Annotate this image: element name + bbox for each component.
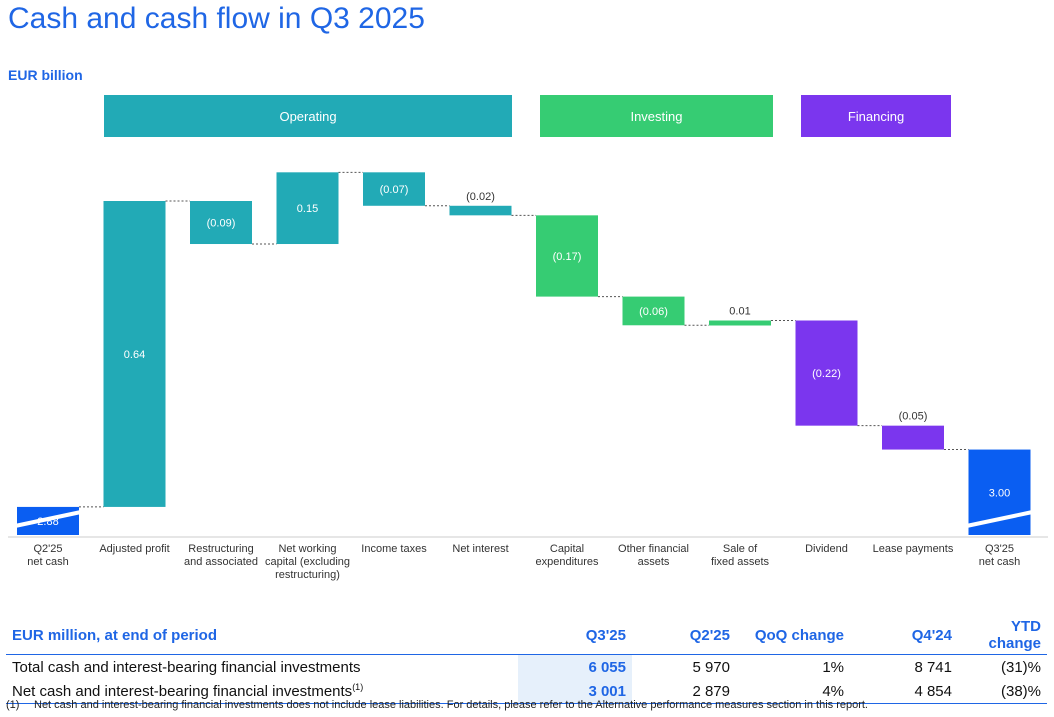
footnote-number: (1) [6,699,20,711]
table-cell: 2 879 [632,679,736,704]
table-cell: 5 970 [692,658,730,676]
table-header-row: EUR million, at end of period Q3'25 Q2'2… [6,616,1047,655]
footnote-text: Net cash and interest-bearing financial … [34,699,868,711]
table-cell: 6 055 [518,654,632,679]
data-label-1: 0.64 [124,349,145,361]
data-label-2: (0.09) [207,218,236,230]
bar-5 [449,205,512,216]
x-tick-label: Net interest [452,543,509,555]
x-tick-label: Restructuring and associated [184,543,258,568]
x-tick-label: Adjusted profit [99,543,170,555]
x-tick-label: Other financial assets [618,543,689,568]
table-cell: (31)% [1000,658,1041,676]
table-cell: (38)% [958,679,1047,704]
bar-2 [190,201,252,245]
data-label-10: (0.05) [899,411,928,423]
bar-8 [709,320,771,326]
page-title: Cash and cash flow in Q3 2025 [8,2,425,35]
footnote-marker: (1) [352,682,364,692]
bar-3 [276,172,339,245]
data-label-5: (0.02) [466,191,495,203]
data-label-3: 0.15 [297,203,318,215]
x-tick-label: Capital expenditures [535,543,599,568]
row-label: Net cash and interest-bearing financial … [6,679,518,704]
table-header: Q4'24 [850,616,958,655]
table-cell: 1% [822,658,844,676]
footnote: (1) Net cash and interest-bearing financi… [6,699,868,711]
segment-operating: Operating [104,95,512,137]
table-row: Net cash and interest-bearing financial … [6,679,1047,704]
bar-10 [882,425,944,450]
bar-6 [536,215,598,297]
x-tick-label: Net working capital (excluding restructuri… [265,543,350,581]
x-tick-label: Q2'25 net cash [27,543,69,568]
axis-break-11 [966,510,1033,528]
data-label-8: 0.01 [729,306,750,318]
table-header: YTD change [958,616,1047,655]
x-tick-label: Q3'25 net cash [978,543,1021,568]
x-tick-label: Lease payments [872,543,954,555]
cash-table: EUR million, at end of period Q3'25 Q2'2… [6,616,1047,704]
segment-financing: Financing [801,95,951,137]
bar-7 [622,296,685,326]
axis-break-0 [14,510,82,528]
data-label-6: (0.17) [553,251,582,263]
table-header: Q2'25 [632,616,736,655]
x-tick-label: Sale of fixed assets [710,543,770,568]
table-header: Q3'25 [518,616,632,655]
table-cell: 4 854 [850,679,958,704]
waterfall-chart: 2.88 0.64 (0.09) 0.15 (0.07) (0.02) (0.17) (0.0… [8,171,1048,538]
data-label-7: (0.06) [639,306,668,318]
bar-4 [363,172,425,206]
table-header: QoQ change [736,616,850,655]
unit-label: EUR billion [8,67,83,83]
data-label-0: 2.88 [37,516,58,528]
table-cell: 4% [736,679,850,704]
data-label-4: (0.07) [380,184,409,196]
table-row: Total cash and interest-bearing financia… [6,654,1047,679]
row-label: Total cash and interest-bearing financia… [12,658,361,676]
table-cell: 3 001 [518,679,632,704]
bar-1 [103,201,166,507]
segment-investing: Investing [540,95,773,137]
table-header: EUR million, at end of period [6,616,518,655]
bar-9 [795,320,858,426]
x-tick-label: Income taxes [361,543,427,555]
data-label-11: 3.00 [989,487,1010,499]
data-label-9: (0.22) [812,368,841,380]
table-cell: 8 741 [914,658,952,676]
x-tick-label: Dividend [805,543,848,555]
